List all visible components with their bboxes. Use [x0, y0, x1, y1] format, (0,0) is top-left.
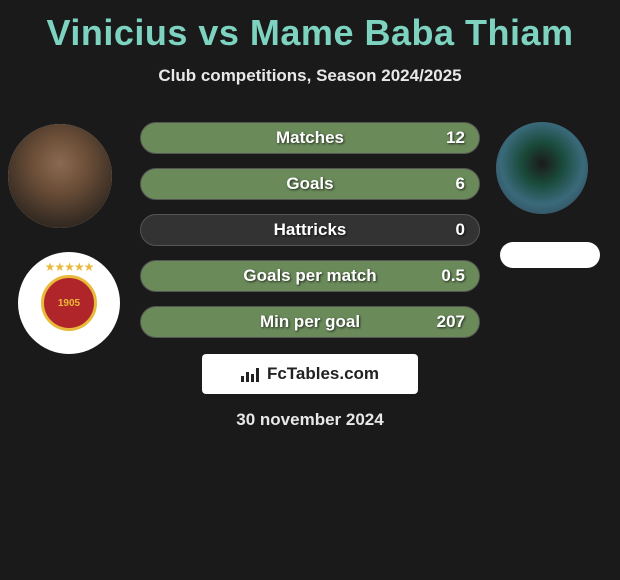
stat-bar: Goals per match 0.5 — [140, 260, 480, 292]
stat-bar-value-right: 0 — [456, 220, 465, 240]
club-logo-right — [500, 242, 600, 268]
attribution-text: FcTables.com — [267, 364, 379, 384]
stats-bars: Matches 12 Goals 6 Hattricks 0 Goals per match… — [140, 122, 480, 352]
attribution-badge: FcTables.com — [202, 354, 418, 394]
stat-bar: Matches 12 — [140, 122, 480, 154]
stat-bar-value-right: 207 — [437, 312, 465, 332]
subtitle: Club competitions, Season 2024/2025 — [0, 66, 620, 86]
club-logo-stars-icon: ★★★★★ — [45, 260, 94, 274]
club-logo-text: 1905 — [58, 298, 80, 309]
stat-bar: Goals 6 — [140, 168, 480, 200]
stat-bar-value-right: 6 — [456, 174, 465, 194]
player-right-avatar — [496, 122, 588, 214]
player-left-avatar — [8, 124, 112, 228]
date-label: 30 november 2024 — [0, 410, 620, 430]
stat-bar-value-right: 0.5 — [441, 266, 465, 286]
stat-bar-label: Goals per match — [243, 266, 376, 286]
stat-bar: Hattricks 0 — [140, 214, 480, 246]
stat-bar-label: Hattricks — [274, 220, 347, 240]
stat-bar-label: Min per goal — [260, 312, 360, 332]
club-logo-left: ★★★★★ 1905 — [18, 252, 120, 354]
page-title: Vinicius vs Mame Baba Thiam — [0, 0, 620, 54]
stat-bar: Min per goal 207 — [140, 306, 480, 338]
stat-bar-label: Matches — [276, 128, 344, 148]
stat-bar-value-right: 12 — [446, 128, 465, 148]
chart-icon — [241, 366, 261, 382]
stat-bar-label: Goals — [286, 174, 333, 194]
